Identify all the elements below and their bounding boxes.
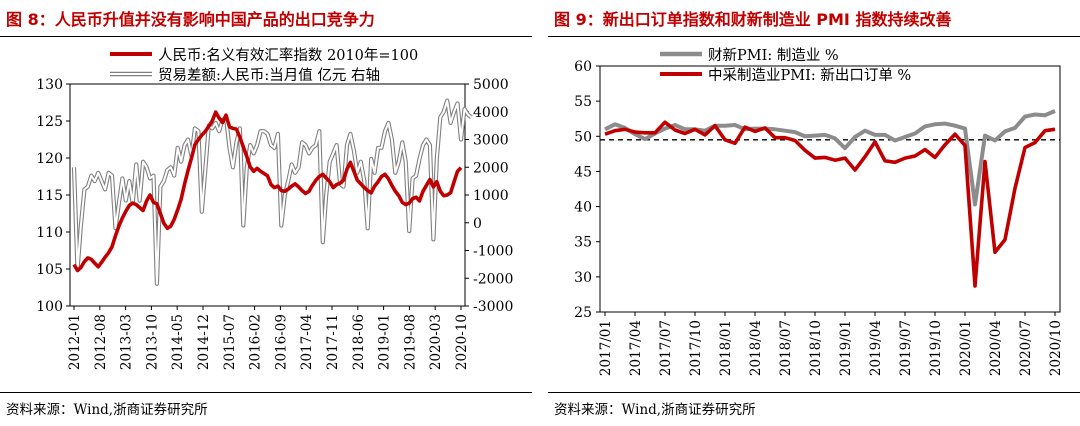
rmb-index-line <box>72 110 463 273</box>
left-x-tick-label: 2015-07 <box>222 314 238 370</box>
left-x-tick-label: 2012-01 <box>67 314 83 370</box>
left-x-tick-label: 2016-02 <box>248 314 264 370</box>
left-x-tick-label: 2019-01 <box>377 314 393 370</box>
nbs-export-orders-line <box>604 120 1056 288</box>
left-source-note: 资料来源：Wind,浙商证券研究所 <box>6 402 208 418</box>
left-title-rule <box>0 36 532 37</box>
right-chart-panel: 图 9：新出口订单指数和财新制造业 PMI 指数持续改善 25 30 35 40 45 5… <box>548 0 1080 426</box>
right-x-tick-label: 2020/04 <box>988 320 1004 376</box>
right-axis-tick-label: 5000 <box>473 77 509 93</box>
right-x-tick-label: 2019/01 <box>838 320 854 376</box>
left-chart: 100 105 110 115 120 125 130 -3000 -2000 -1000 0 100… <box>36 47 513 370</box>
right-chart-title: 图 9：新出口订单指数和财新制造业 PMI 指数持续改善 <box>554 10 952 29</box>
right-y-tick-label: 35 <box>574 235 592 251</box>
right-x-tick-label: 2019/04 <box>868 320 884 376</box>
right-y-tick-label: 55 <box>574 94 592 110</box>
left-x-tick-label: 2013-10 <box>144 314 160 370</box>
right-chart: 25 30 35 40 45 50 55 60 2017/01 2017/04 2017/07 201… <box>574 47 1064 376</box>
right-y-tick-label: 30 <box>574 270 592 286</box>
left-x-tick-label: 2020-10 <box>454 314 470 370</box>
left-x-tick-label: 2020-03 <box>428 314 444 370</box>
left-y-tick-label: 125 <box>36 114 63 130</box>
left-x-tick-label: 2019-08 <box>402 314 418 370</box>
right-plot-frame <box>599 65 1061 313</box>
right-y-tick-label: 60 <box>574 59 592 75</box>
right-axis-tick-label: 2000 <box>473 160 509 176</box>
left-y-tick-label: 115 <box>36 188 63 204</box>
right-title-rule <box>548 36 1080 37</box>
legend-label-nbs: 中采制造业PMI: 新出口订单 % <box>708 67 911 84</box>
legend-label-trade: 贸易差额:人民币:当月值 亿元 右轴 <box>158 67 380 84</box>
left-x-tick-label: 2018-06 <box>351 314 367 370</box>
right-x-tick-label: 2017/07 <box>658 320 674 376</box>
right-x-tick-label: 2019/07 <box>898 320 914 376</box>
right-x-tick-label: 2018/01 <box>718 320 734 376</box>
left-source-rule <box>0 392 532 393</box>
left-y-tick-label: 120 <box>36 151 63 167</box>
right-y-tick-label: 50 <box>574 129 592 145</box>
right-y-tick-label: 45 <box>574 164 592 180</box>
caixin-pmi-line <box>604 109 1056 207</box>
right-x-tick-label: 2017/10 <box>688 320 704 376</box>
right-x-tick-label: 2019/10 <box>928 320 944 376</box>
left-chart-title: 图 8：人民币升值并没有影响中国产品的出口竞争力 <box>6 10 375 29</box>
right-axis-tick-label: 1000 <box>473 188 509 204</box>
left-x-tick-label: 2013-03 <box>119 314 135 370</box>
right-y-tick-label: 25 <box>574 305 592 321</box>
right-x-tick-label: 2018/10 <box>808 320 824 376</box>
right-x-tick-label: 2017/01 <box>598 320 614 376</box>
right-axis-tick-label: 0 <box>473 216 482 232</box>
right-x-tick-label: 2018/07 <box>778 320 794 376</box>
right-axis-tick-label: -3000 <box>473 299 513 315</box>
right-axis-tick-label: 4000 <box>473 105 509 121</box>
left-x-tick-label: 2014-12 <box>196 314 212 370</box>
right-x-tick-label: 2020/10 <box>1048 320 1064 376</box>
trade-balance-line-inner <box>73 99 473 285</box>
right-source-note: 资料来源：Wind,浙商证券研究所 <box>554 402 756 418</box>
right-x-tick-label: 2020/01 <box>958 320 974 376</box>
right-y-tick-label: 40 <box>574 200 592 216</box>
right-x-tick-label: 2018/04 <box>748 320 764 376</box>
left-x-tick-label: 2017-11 <box>325 314 341 370</box>
left-y-tick-label: 105 <box>36 262 63 278</box>
left-x-tick-label: 2014-05 <box>170 314 186 370</box>
left-x-tick-label: 2017-04 <box>299 314 315 370</box>
left-y-tick-label: 100 <box>36 299 63 315</box>
left-x-tick-label: 2012-08 <box>93 314 109 370</box>
right-axis-tick-label: -2000 <box>473 271 513 287</box>
right-x-tick-label: 2020/07 <box>1018 320 1034 376</box>
left-chart-panel: 图 8：人民币升值并没有影响中国产品的出口竞争力 100 105 110 115 120… <box>0 0 532 426</box>
right-source-rule <box>548 392 1080 393</box>
legend-label-rmb: 人民币:名义有效汇率指数 2010年=100 <box>158 47 418 64</box>
legend-label-caixin: 财新PMI: 制造业 % <box>708 47 839 64</box>
left-x-tick-label: 2016-09 <box>273 314 289 370</box>
right-axis-tick-label: -1000 <box>473 244 513 260</box>
left-y-tick-label: 110 <box>36 225 63 241</box>
right-axis-tick-label: 3000 <box>473 133 509 149</box>
right-x-tick-label: 2017/04 <box>628 320 644 376</box>
left-y-tick-label: 130 <box>36 77 63 93</box>
